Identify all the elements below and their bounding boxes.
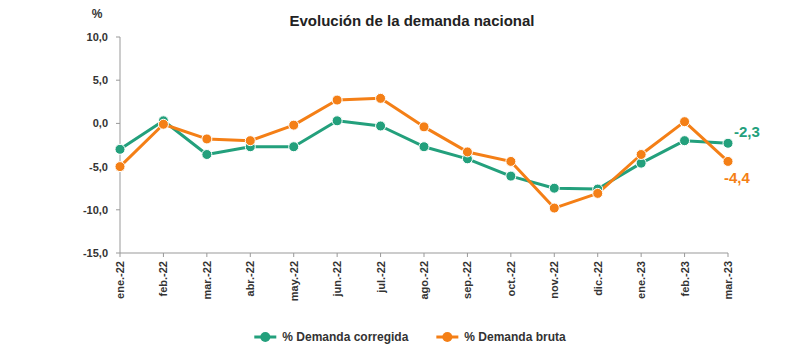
legend: % Demanda corregida % Demanda bruta: [254, 330, 566, 344]
series-point: [419, 142, 429, 152]
x-tick-label: abr.-22: [244, 261, 256, 296]
series-point: [462, 147, 472, 157]
y-tick: [116, 80, 120, 81]
legend-label: % Demanda bruta: [464, 330, 566, 344]
series-point: [202, 150, 212, 160]
series-point: [376, 93, 386, 103]
series-point: [289, 142, 299, 152]
series-point: [289, 120, 299, 130]
legend-label: % Demanda corregida: [282, 330, 408, 344]
x-tick-label: ene.-22: [114, 261, 126, 299]
x-tick-label: feb.-23: [679, 261, 691, 296]
chart: Evolución de la demanda nacional% -15,0 -1…: [0, 0, 800, 356]
x-tick-label: jul.-22: [375, 261, 387, 294]
series-point: [680, 117, 690, 127]
y-tick-label: 0,0: [93, 117, 108, 129]
series-point: [115, 162, 125, 172]
series-point: [202, 134, 212, 144]
x-tick: [337, 253, 338, 257]
series-point: [245, 136, 255, 146]
x-tick-label: jun.-22: [331, 261, 343, 297]
plot-area: [115, 93, 733, 213]
series-point: [506, 171, 516, 181]
series-point: [419, 122, 429, 132]
x-tick: [467, 253, 468, 257]
x-tick: [250, 253, 251, 257]
legend-marker: [260, 332, 270, 342]
series-point: [158, 119, 168, 129]
y-tick-label: -10,0: [83, 204, 108, 216]
x-tick-label: mar.-22: [201, 261, 213, 300]
x-tick-label: ago.-22: [418, 261, 430, 300]
x-tick: [120, 253, 121, 257]
x-tick-label: mar.-23: [722, 261, 734, 300]
x-tick: [293, 253, 294, 257]
y-axis-label: %: [92, 7, 103, 21]
x-tick-label: nov.-22: [548, 261, 560, 299]
series-point: [549, 183, 559, 193]
x-tick: [684, 253, 685, 257]
x-tick: [424, 253, 425, 257]
y-tick: [116, 37, 120, 38]
legend-item: % Demanda corregida: [254, 330, 408, 344]
series-point: [593, 188, 603, 198]
series-line: [120, 98, 728, 208]
x-tick: [163, 253, 164, 257]
annotation: -4,4: [724, 169, 751, 186]
x-tick-label: may.-22: [288, 261, 300, 301]
title: Evolución de la demanda nacional: [289, 12, 534, 29]
y-tick-label: 10,0: [87, 31, 108, 43]
series-point: [115, 144, 125, 154]
y-tick-label: -5,0: [89, 161, 108, 173]
series-line: [120, 121, 728, 189]
series-point: [723, 138, 733, 148]
annotation: -2,3: [734, 123, 760, 140]
series-point: [636, 150, 646, 160]
x-tick: [554, 253, 555, 257]
legend-marker: [442, 332, 452, 342]
x-tick: [641, 253, 642, 257]
y-tick-label: -15,0: [83, 247, 108, 259]
y-tick-label: 5,0: [93, 74, 108, 86]
series-point: [376, 121, 386, 131]
x-tick-label: oct.-22: [505, 261, 517, 296]
x-tick: [380, 253, 381, 257]
x-tick-label: ene.-23: [635, 261, 647, 299]
series-point: [506, 156, 516, 166]
series-point: [549, 203, 559, 213]
series-point: [680, 136, 690, 146]
x-tick: [597, 253, 598, 257]
y-tick: [116, 253, 120, 254]
series-point: [332, 95, 342, 105]
legend-item: % Demanda bruta: [436, 330, 566, 344]
series-point: [332, 116, 342, 126]
y-tick: [116, 209, 120, 210]
x-tick: [728, 253, 729, 257]
series-point: [723, 156, 733, 166]
x-tick-label: feb.-22: [157, 261, 169, 296]
x-tick: [206, 253, 207, 257]
y-tick: [116, 123, 120, 124]
x-tick: [510, 253, 511, 257]
x-tick-label: sep.-22: [461, 261, 473, 299]
x-tick-label: dic.-22: [592, 261, 604, 296]
